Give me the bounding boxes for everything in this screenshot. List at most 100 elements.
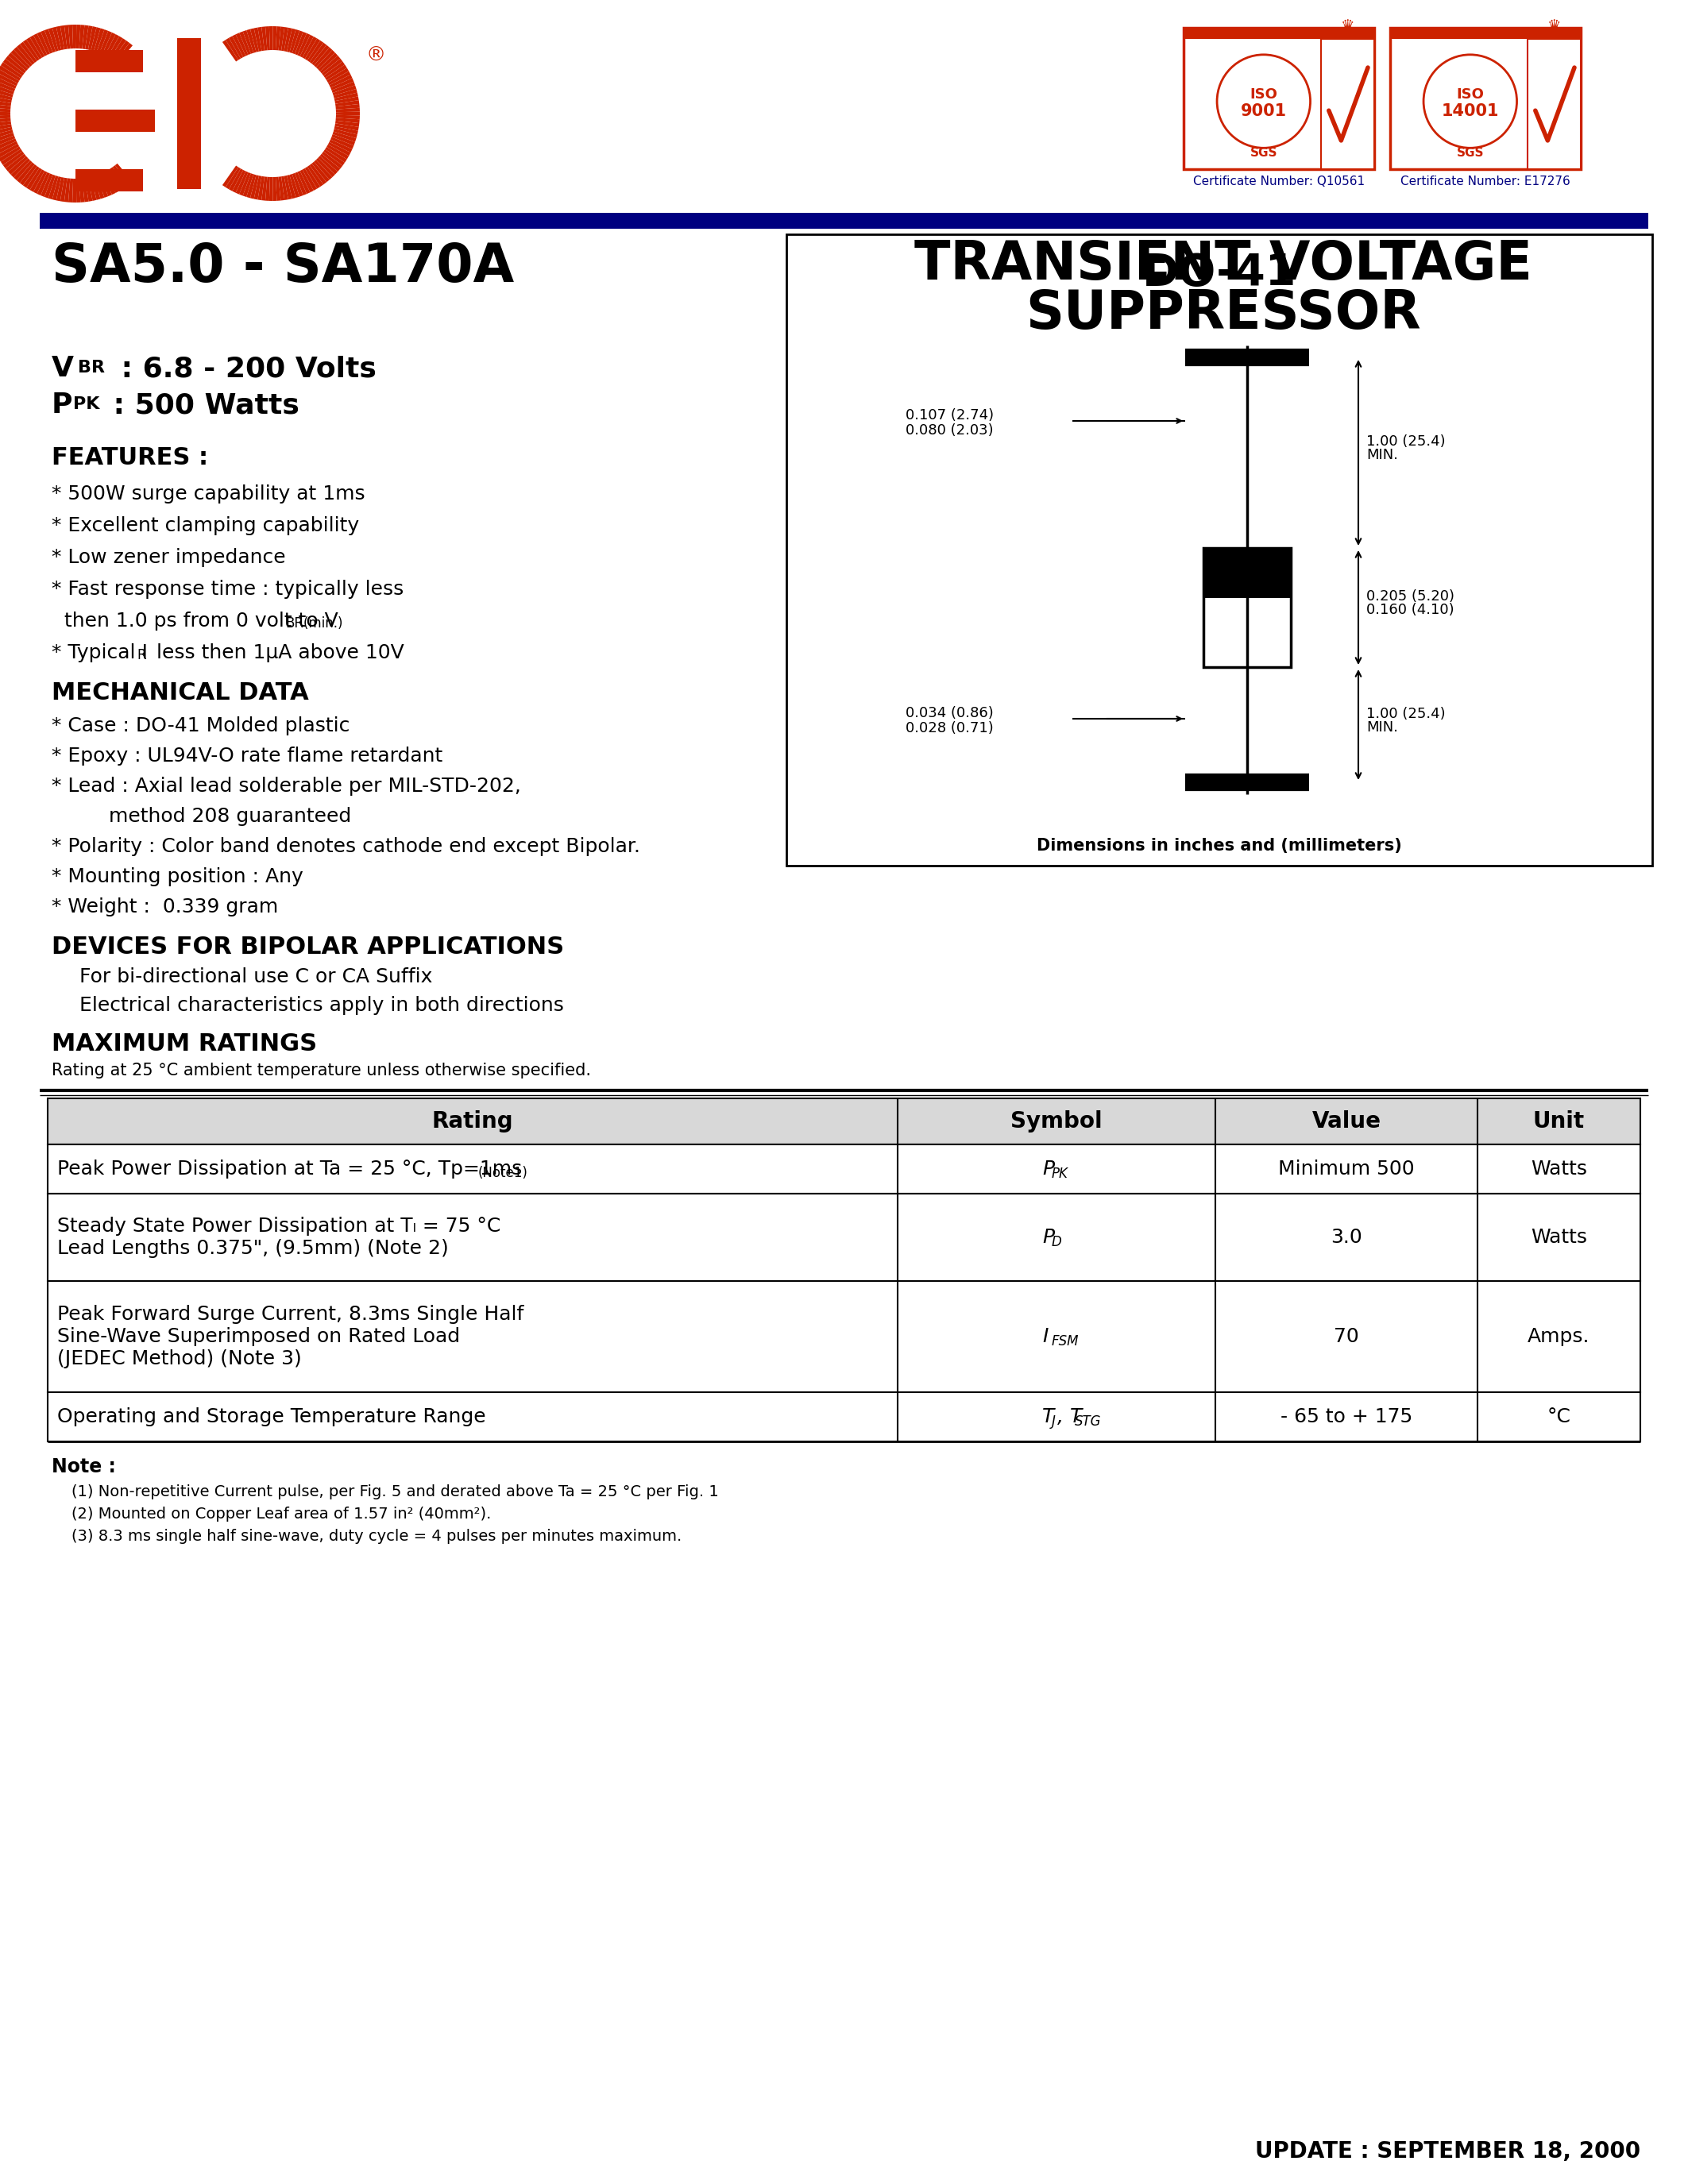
Polygon shape xyxy=(336,111,360,116)
Bar xyxy=(1204,548,1291,666)
Polygon shape xyxy=(233,170,246,192)
Polygon shape xyxy=(253,175,262,199)
Bar xyxy=(76,50,143,72)
Text: ♛: ♛ xyxy=(1340,17,1354,33)
Polygon shape xyxy=(84,177,93,201)
Text: T: T xyxy=(1041,1406,1055,1426)
Text: Minimum 500: Minimum 500 xyxy=(1278,1160,1415,1179)
Text: SGS: SGS xyxy=(1249,146,1278,159)
Text: Dimensions in inches and (millimeters): Dimensions in inches and (millimeters) xyxy=(1036,839,1403,854)
Text: Symbol: Symbol xyxy=(1011,1109,1102,1133)
Polygon shape xyxy=(336,116,360,120)
Text: 1.00 (25.4): 1.00 (25.4) xyxy=(1366,435,1445,448)
Text: , T: , T xyxy=(1057,1406,1082,1426)
Polygon shape xyxy=(100,173,111,197)
Bar xyxy=(787,234,1653,865)
Text: Watts: Watts xyxy=(1531,1160,1587,1179)
Text: Rating: Rating xyxy=(432,1109,513,1133)
Text: Certificate Number: E17276: Certificate Number: E17276 xyxy=(1401,175,1570,188)
Polygon shape xyxy=(314,159,333,179)
Polygon shape xyxy=(302,168,317,190)
Text: Note :: Note : xyxy=(52,1457,116,1476)
Polygon shape xyxy=(52,26,61,50)
Polygon shape xyxy=(268,26,273,50)
Text: MIN.: MIN. xyxy=(1366,448,1398,463)
Polygon shape xyxy=(250,28,258,52)
Polygon shape xyxy=(83,24,88,50)
Text: UPDATE : SEPTEMBER 18, 2000: UPDATE : SEPTEMBER 18, 2000 xyxy=(1254,2140,1641,2162)
Bar xyxy=(1183,28,1374,168)
Polygon shape xyxy=(300,35,314,57)
Text: P: P xyxy=(1041,1160,1055,1179)
Polygon shape xyxy=(8,155,29,175)
Polygon shape xyxy=(115,164,133,183)
Text: * Excellent clamping capability: * Excellent clamping capability xyxy=(52,515,360,535)
Polygon shape xyxy=(24,166,39,188)
Text: FEATURES :: FEATURES : xyxy=(52,446,208,470)
Polygon shape xyxy=(336,118,360,122)
Text: Certificate Number: Q10561: Certificate Number: Q10561 xyxy=(1193,175,1364,188)
Bar xyxy=(41,212,1647,229)
Polygon shape xyxy=(0,138,17,151)
Polygon shape xyxy=(240,31,252,55)
Polygon shape xyxy=(0,135,15,146)
Polygon shape xyxy=(223,166,238,188)
Text: * 500W surge capability at 1ms: * 500W surge capability at 1ms xyxy=(52,485,365,505)
Polygon shape xyxy=(113,166,130,186)
Text: 1.00 (25.4): 1.00 (25.4) xyxy=(1366,705,1445,721)
Polygon shape xyxy=(230,35,243,59)
Polygon shape xyxy=(289,28,299,52)
Polygon shape xyxy=(0,149,22,166)
Polygon shape xyxy=(5,55,25,74)
Polygon shape xyxy=(282,177,289,201)
Text: * Typical I: * Typical I xyxy=(52,644,149,662)
Polygon shape xyxy=(37,33,51,55)
Polygon shape xyxy=(79,24,84,48)
Text: less then 1μA above 10V: less then 1μA above 10V xyxy=(150,644,405,662)
Text: * Weight :  0.339 gram: * Weight : 0.339 gram xyxy=(52,898,279,917)
Text: 0.028 (0.71): 0.028 (0.71) xyxy=(905,721,994,736)
Polygon shape xyxy=(284,28,292,52)
Polygon shape xyxy=(309,44,326,63)
Text: 14001: 14001 xyxy=(1442,103,1499,118)
Polygon shape xyxy=(56,177,64,201)
Polygon shape xyxy=(49,28,59,52)
Polygon shape xyxy=(326,146,348,162)
Polygon shape xyxy=(324,61,344,79)
Text: 9001: 9001 xyxy=(1241,103,1286,118)
Polygon shape xyxy=(5,153,25,173)
Text: P: P xyxy=(1041,1227,1055,1247)
Bar xyxy=(76,109,155,131)
Text: Rating at 25 °C ambient temperature unless otherwise specified.: Rating at 25 °C ambient temperature unle… xyxy=(52,1064,591,1079)
Text: 0.034 (0.86): 0.034 (0.86) xyxy=(905,705,994,721)
Polygon shape xyxy=(105,35,120,57)
Polygon shape xyxy=(0,142,19,155)
Polygon shape xyxy=(17,44,35,66)
Polygon shape xyxy=(49,175,59,199)
Polygon shape xyxy=(312,46,329,66)
Polygon shape xyxy=(68,24,73,48)
Polygon shape xyxy=(289,175,299,199)
Bar xyxy=(76,168,143,192)
Polygon shape xyxy=(108,168,123,190)
Polygon shape xyxy=(10,50,30,70)
Polygon shape xyxy=(3,59,24,76)
Polygon shape xyxy=(108,37,123,59)
Polygon shape xyxy=(100,31,111,55)
Text: 3.0: 3.0 xyxy=(1330,1227,1362,1247)
Polygon shape xyxy=(327,72,351,85)
Polygon shape xyxy=(322,151,343,168)
Text: BR: BR xyxy=(78,360,105,376)
Text: V: V xyxy=(52,356,74,382)
Text: MECHANICAL DATA: MECHANICAL DATA xyxy=(52,681,309,705)
Polygon shape xyxy=(295,33,307,55)
Polygon shape xyxy=(61,177,68,201)
Polygon shape xyxy=(331,133,354,146)
Polygon shape xyxy=(0,87,14,98)
Polygon shape xyxy=(41,173,52,197)
Polygon shape xyxy=(0,111,10,116)
Polygon shape xyxy=(316,50,336,70)
Text: MAXIMUM RATINGS: MAXIMUM RATINGS xyxy=(52,1033,317,1055)
Text: 0.080 (2.03): 0.080 (2.03) xyxy=(905,424,994,437)
Polygon shape xyxy=(30,170,44,192)
